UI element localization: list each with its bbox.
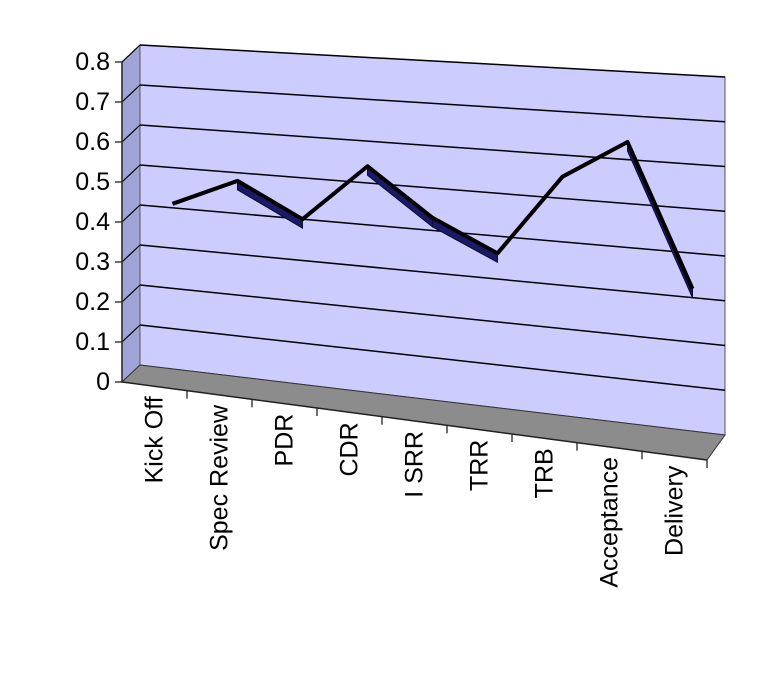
y-tick-label: 0.2 — [75, 288, 110, 316]
x-axis-categories: Kick Off Spec Review PDR CDR I SRR TRR TRB Acce… — [141, 390, 708, 588]
x-category-label: Kick Off — [141, 396, 169, 483]
x-category-label: PDR — [271, 414, 299, 467]
y-tick-label: 0.3 — [75, 248, 110, 276]
gridline — [139, 84, 726, 123]
x-category-label: Delivery — [661, 465, 689, 556]
side-gridline — [121, 84, 141, 103]
gridline — [139, 244, 726, 302]
gridline — [139, 164, 726, 212]
y-tick-label: 0.4 — [75, 208, 110, 236]
side-gridline — [121, 324, 141, 343]
y-axis-ticks: 0 0.1 0.2 0.3 0.4 0.5 0.6 0.7 0.8 — [75, 48, 122, 396]
y-tick-label: 0.5 — [75, 168, 110, 196]
gridline — [139, 324, 726, 391]
x-category-label: Acceptance — [596, 457, 624, 588]
gridlines — [121, 44, 726, 391]
x-category-label: Spec Review — [206, 404, 234, 551]
x-category-label: I SRR — [401, 431, 429, 498]
x-category-label: TRR — [466, 440, 494, 491]
side-gridline — [121, 124, 141, 143]
side-gridline — [121, 204, 141, 223]
x-category-label: CDR — [336, 422, 364, 476]
side-gridline — [121, 244, 141, 263]
side-gridline — [121, 164, 141, 183]
gridline — [139, 44, 726, 78]
side-gridline — [121, 44, 141, 63]
series-line — [171, 140, 695, 298]
gridline — [139, 204, 726, 257]
x-axis-line — [121, 381, 708, 461]
side-gridline — [121, 284, 141, 303]
y-tick-label: 0.1 — [75, 328, 110, 356]
y-tick-label: 0.8 — [75, 48, 110, 76]
y-tick-label: 0.6 — [75, 128, 110, 156]
x-category-label: TRB — [531, 448, 559, 498]
gridline — [139, 284, 726, 347]
gridline — [139, 124, 726, 168]
y-tick-label: 0 — [96, 368, 110, 396]
y-tick-label: 0.7 — [75, 88, 110, 116]
